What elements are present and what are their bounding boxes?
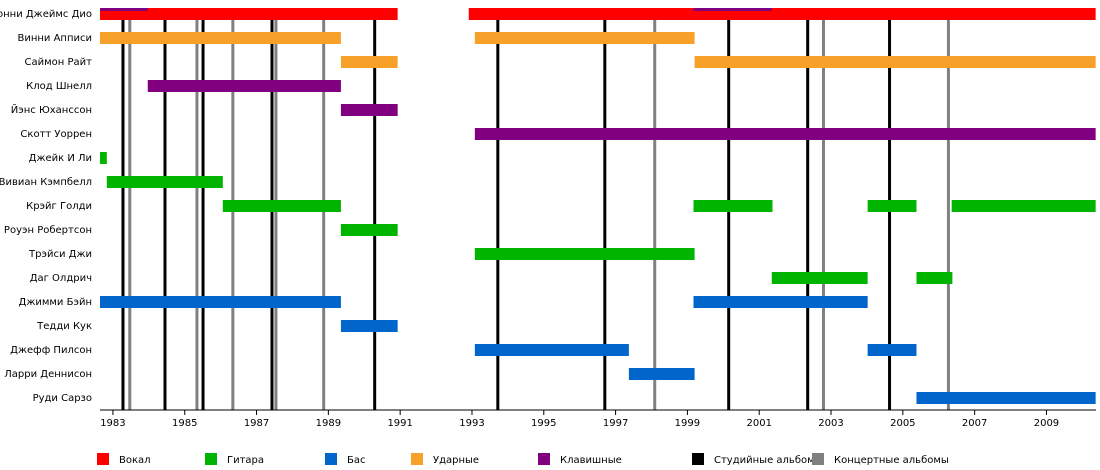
- member-bar: [628, 368, 695, 380]
- legend-label: Студийные альбомы: [714, 455, 823, 466]
- member-name: Саймон Райт: [25, 57, 93, 68]
- legend-swatch: [205, 453, 217, 465]
- legend-swatch: [97, 453, 109, 465]
- member-bar: [771, 272, 868, 284]
- member-bar: [100, 8, 148, 11]
- legend-label: Концертные альбомы: [834, 455, 949, 466]
- member-bar: [951, 200, 1096, 212]
- member-bar: [106, 176, 223, 188]
- member-name: Вивиан Кэмпбелл: [0, 177, 92, 188]
- member-name: Тедди Кук: [36, 321, 92, 332]
- member-name: Скотт Уоррен: [20, 129, 92, 140]
- member-bar: [100, 32, 341, 44]
- x-tick-label: 1989: [316, 418, 341, 429]
- legend-swatch: [538, 453, 550, 465]
- x-tick-label: 2007: [962, 418, 987, 429]
- member-name: Винни Апписи: [17, 33, 92, 44]
- legend-swatch: [812, 453, 824, 465]
- x-tick-label: 1995: [531, 418, 556, 429]
- member-bar: [916, 392, 1096, 404]
- x-tick-label: 2003: [818, 418, 843, 429]
- x-tick-label: 2009: [1034, 418, 1059, 429]
- member-bar: [468, 8, 1096, 20]
- member-bar: [474, 344, 629, 356]
- member-bar: [474, 32, 695, 44]
- legend-label: Вокал: [119, 455, 151, 466]
- member-bar: [340, 104, 398, 116]
- x-tick-label: 1997: [603, 418, 628, 429]
- member-name: Роуэн Робертсон: [4, 225, 92, 236]
- member-bar: [147, 80, 341, 92]
- member-name: Йэнс Юханссон: [11, 103, 92, 116]
- member-name: Даг Олдрич: [30, 273, 92, 284]
- member-name: Джейк И Ли: [29, 153, 92, 164]
- member-name: Трэйси Джи: [28, 249, 92, 260]
- legend-swatch: [411, 453, 423, 465]
- x-tick-label: 1987: [244, 418, 269, 429]
- legend-label: Ударные: [433, 455, 479, 466]
- member-bar: [867, 344, 917, 356]
- legend-label: Бас: [347, 455, 366, 466]
- member-bar: [340, 56, 398, 68]
- x-tick-label: 1999: [675, 418, 700, 429]
- member-bar: [340, 320, 398, 332]
- member-bar: [100, 152, 107, 164]
- x-tick-label: 1983: [100, 418, 125, 429]
- member-bar: [916, 272, 953, 284]
- member-bar: [222, 200, 341, 212]
- legend-swatch: [692, 453, 704, 465]
- member-bar: [100, 8, 398, 20]
- member-bar: [867, 200, 917, 212]
- x-tick-label: 1985: [172, 418, 197, 429]
- member-bar: [100, 296, 341, 308]
- member-bar: [474, 128, 1096, 140]
- member-bar: [693, 296, 868, 308]
- member-bar: [340, 224, 398, 236]
- member-bar: [693, 200, 773, 212]
- x-tick-label: 1993: [459, 418, 484, 429]
- member-name: Джефф Пилсон: [10, 345, 92, 356]
- member-name: Руди Сарзо: [33, 393, 92, 404]
- member-name: Джимми Бэйн: [19, 297, 92, 308]
- legend-label: Гитара: [227, 455, 264, 466]
- member-bar: [693, 8, 772, 11]
- x-tick-label: 1991: [387, 418, 412, 429]
- member-name: Крэйг Голди: [26, 201, 92, 212]
- x-tick-label: 2005: [890, 418, 915, 429]
- x-tick-label: 2001: [746, 418, 771, 429]
- member-name: Клод Шнелл: [26, 81, 92, 92]
- member-bar: [474, 248, 695, 260]
- member-name: Ларри Деннисон: [4, 369, 92, 380]
- member-name: Ронни Джеймс Дио: [0, 9, 92, 20]
- legend-swatch: [325, 453, 337, 465]
- legend-label: Клавишные: [560, 455, 622, 466]
- member-bar: [694, 56, 1096, 68]
